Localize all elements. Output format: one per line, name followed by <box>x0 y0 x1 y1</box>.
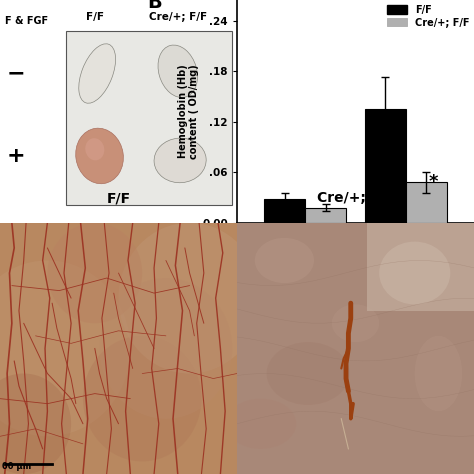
Y-axis label: Hemoglobin (Hb)
content ( OD/mg): Hemoglobin (Hb) content ( OD/mg) <box>178 64 200 159</box>
FancyBboxPatch shape <box>66 31 232 205</box>
Ellipse shape <box>76 128 123 184</box>
Text: −: − <box>312 249 328 267</box>
Text: Cre/+; F/F: Cre/+; F/F <box>149 12 207 22</box>
Legend: F/F, Cre/+; F/F: F/F, Cre/+; F/F <box>387 5 469 28</box>
Text: *: * <box>428 173 438 191</box>
Text: F/F: F/F <box>107 191 130 205</box>
Text: F/F: F/F <box>86 12 104 22</box>
Ellipse shape <box>158 45 198 98</box>
Ellipse shape <box>266 342 350 405</box>
Bar <box>365 109 406 223</box>
Circle shape <box>100 278 232 419</box>
Ellipse shape <box>154 138 206 182</box>
Text: +: + <box>414 249 429 267</box>
Circle shape <box>83 336 201 462</box>
Circle shape <box>0 374 71 474</box>
Bar <box>367 223 474 311</box>
Text: Cre/+; F/F: Cre/+; F/F <box>317 191 394 205</box>
Ellipse shape <box>79 44 116 103</box>
Text: F & FGF: F & FGF <box>5 16 48 26</box>
Bar <box>264 199 305 223</box>
Bar <box>305 208 346 223</box>
Ellipse shape <box>255 238 314 283</box>
Bar <box>406 182 447 223</box>
Text: −: − <box>7 64 26 83</box>
Ellipse shape <box>225 399 296 449</box>
Text: VEGF&FGF: VEGF&FGF <box>261 249 323 259</box>
Circle shape <box>118 223 261 374</box>
Ellipse shape <box>332 304 379 342</box>
Ellipse shape <box>85 138 104 160</box>
Ellipse shape <box>415 336 462 411</box>
Text: B: B <box>147 0 162 12</box>
Text: 00 μm: 00 μm <box>2 463 32 472</box>
Circle shape <box>0 261 130 436</box>
Text: +: + <box>7 146 26 166</box>
Circle shape <box>47 223 142 323</box>
Ellipse shape <box>379 242 450 304</box>
